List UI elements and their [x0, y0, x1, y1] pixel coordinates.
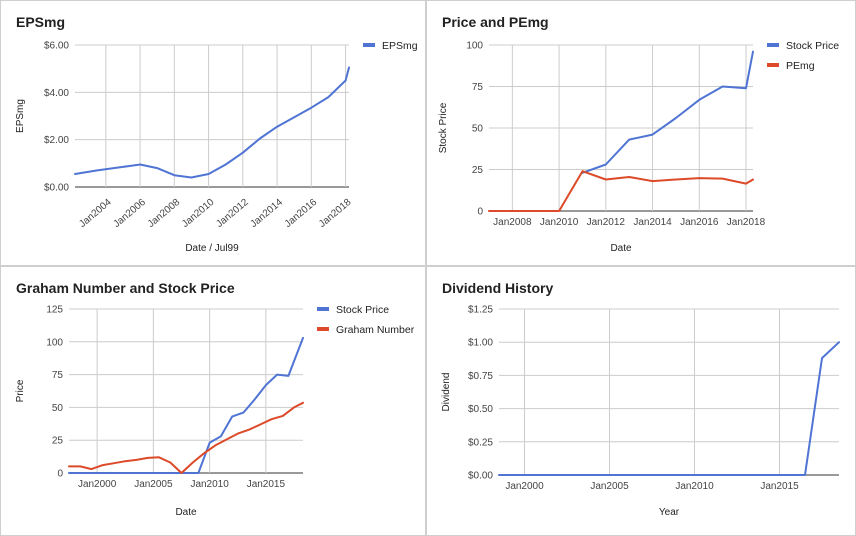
y-axis-label: EPSmg — [15, 99, 26, 133]
x-tick-label: Jan2010 — [190, 479, 229, 490]
y-tick-label: 50 — [52, 403, 64, 414]
chart-svg: Graham Number and Stock Price 0 25 50 75 100 1… — [15, 280, 415, 518]
y-tick-label: 100 — [46, 337, 63, 348]
x-tick-label: Jan2008 — [493, 217, 532, 228]
series-line — [581, 50, 754, 174]
x-tick-label: Jan2010 — [540, 217, 579, 228]
x-axis-label: Date — [610, 243, 632, 254]
series-line — [488, 170, 754, 212]
chart-panel-epsmg: EPSmg $0.00 $2.00 $4.00 $6.00 Jan2004 Jan2006 J… — [1, 1, 425, 265]
x-axis-label: Date / Jul99 — [185, 243, 239, 254]
y-tick-label: 25 — [472, 165, 484, 176]
x-tick-label: Jan2015 — [760, 481, 799, 492]
y-tick-label: 75 — [52, 370, 64, 381]
y-tick-label: 50 — [472, 124, 484, 135]
y-tick-label: $1.25 — [468, 305, 493, 316]
y-tick-label: $4.00 — [44, 88, 69, 99]
y-tick-label: $0.00 — [44, 183, 69, 194]
y-axis-label: Dividend — [441, 373, 452, 412]
legend-label: Stock Price — [336, 304, 389, 316]
chart-title: Graham Number and Stock Price — [16, 280, 235, 296]
x-tick-label: Jan2004 — [77, 197, 114, 230]
y-tick-label: $6.00 — [44, 41, 69, 52]
y-tick-label: $2.00 — [44, 135, 69, 146]
y-axis-label: Price — [15, 379, 26, 402]
x-axis-label: Year — [659, 507, 680, 518]
x-tick-label: Jan2005 — [590, 481, 629, 492]
legend-label: Graham Number — [336, 324, 415, 336]
x-tick-label: Jan2008 — [146, 197, 183, 230]
y-tick-label: 25 — [52, 436, 64, 447]
y-tick-label: 0 — [57, 469, 63, 480]
x-tick-label: Jan2010 — [675, 481, 714, 492]
y-axis-label: Stock Price — [438, 102, 449, 153]
x-tick-label: Jan2000 — [505, 481, 544, 492]
chart-title: EPSmg — [16, 14, 65, 30]
series-line — [68, 336, 304, 474]
legend-swatch — [317, 327, 329, 331]
legend-label: EPSmg — [382, 40, 418, 52]
y-tick-label: 100 — [466, 41, 483, 52]
y-tick-label: $0.75 — [468, 371, 493, 382]
series-line — [68, 401, 304, 474]
y-tick-label: $0.00 — [468, 471, 493, 482]
legend-swatch — [767, 63, 779, 67]
x-tick-label: Jan2014 — [249, 197, 286, 230]
legend-swatch — [767, 43, 779, 47]
series-line — [74, 66, 350, 179]
x-tick-label: Jan2016 — [283, 197, 320, 230]
x-tick-label: Jan2018 — [727, 217, 766, 228]
chart-panel-graham-number: Graham Number and Stock Price 0 25 50 75 100 1… — [1, 267, 425, 535]
x-tick-label: Jan2016 — [680, 217, 719, 228]
x-tick-label: Jan2018 — [317, 197, 354, 230]
legend-label: Stock Price — [786, 40, 839, 52]
x-tick-label: Jan2005 — [134, 479, 173, 490]
chart-panel-price-pemg: Price and PEmg 0 25 50 75 100 Jan2008 Jan2010 Ja… — [427, 1, 855, 265]
y-tick-label: $0.25 — [468, 437, 493, 448]
chart-title: Dividend History — [442, 280, 553, 296]
x-tick-label: Jan2006 — [112, 197, 149, 230]
legend-swatch — [363, 43, 375, 47]
chart-svg: Price and PEmg 0 25 50 75 100 Jan2008 Jan2010 Ja… — [438, 14, 839, 254]
x-tick-label: Jan2014 — [633, 217, 672, 228]
chart-panel-dividend-history: Dividend History $0.00 $0.25 $0.50 $0.75 $1.0… — [427, 267, 855, 535]
series-line — [498, 341, 840, 476]
x-tick-label: Jan2012 — [214, 197, 251, 230]
x-axis-label: Date — [175, 507, 197, 518]
x-tick-label: Jan2010 — [180, 197, 217, 230]
chart-title: Price and PEmg — [442, 14, 549, 30]
x-tick-label: Jan2015 — [247, 479, 286, 490]
y-tick-label: 125 — [46, 305, 63, 316]
y-tick-label: 0 — [477, 207, 483, 218]
legend-swatch — [317, 307, 329, 311]
legend-label: PEmg — [786, 60, 815, 72]
chart-svg: EPSmg$0.00$2.00$4.00$6.00Jan2004Jan2006J… — [15, 14, 418, 254]
chart-svg: Dividend History $0.00 $0.25 $0.50 $0.75 $1.0… — [441, 280, 840, 518]
y-tick-label: $1.00 — [468, 338, 493, 349]
y-tick-label: $0.50 — [468, 404, 493, 415]
x-tick-label: Jan2012 — [587, 217, 626, 228]
x-tick-label: Jan2000 — [78, 479, 117, 490]
y-tick-label: 75 — [472, 82, 484, 93]
